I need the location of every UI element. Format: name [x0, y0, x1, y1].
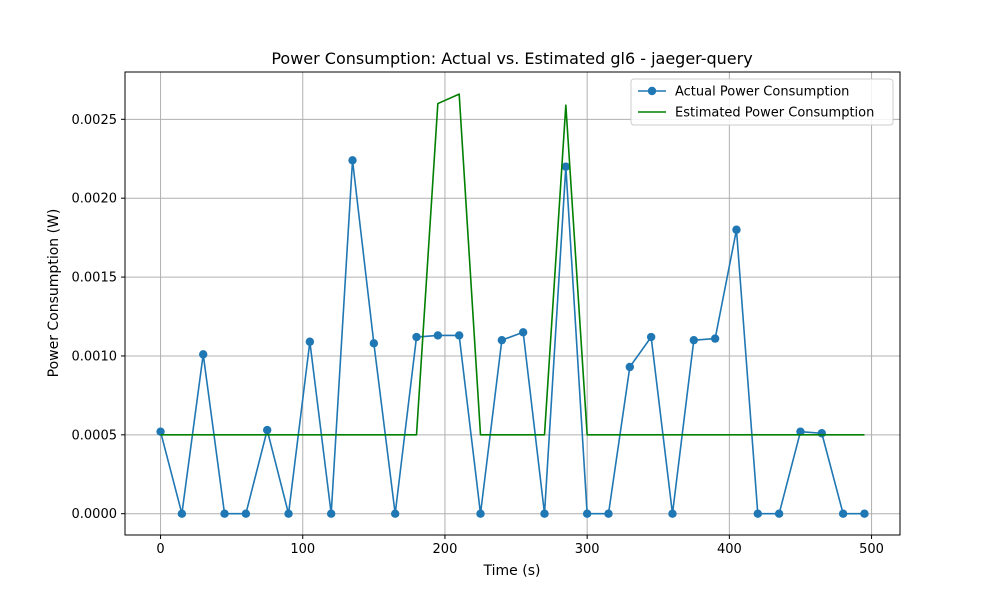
data-point: [326, 509, 336, 518]
x-axis-label: Time (s): [483, 563, 541, 579]
data-point: [518, 328, 528, 337]
x-axis: 0 100 200 300 400 500: [156, 535, 884, 557]
y-tick-label: 0.0010: [72, 349, 118, 364]
x-tick-label: 400: [717, 542, 742, 557]
data-point: [305, 337, 315, 346]
legend-label: Estimated Power Consumption: [675, 106, 874, 121]
legend-box: [630, 78, 894, 126]
data-point: [753, 509, 762, 518]
x-tick-label: 300: [575, 542, 600, 557]
data-point: [817, 429, 826, 438]
data-point: [284, 509, 293, 518]
data-point: [497, 335, 507, 345]
legend-marker: [647, 86, 657, 96]
data-point: [476, 509, 485, 518]
data-point: [199, 350, 208, 359]
x-tick-label: 500: [859, 542, 884, 557]
series-line-0: [159, 159, 865, 515]
x-tick-label: 200: [433, 542, 458, 557]
data-point: [156, 427, 165, 436]
data-point: [710, 334, 720, 343]
data-point: [838, 509, 848, 518]
legend-label: Actual Power Consumption: [675, 85, 849, 100]
data-point: [732, 225, 741, 234]
data-point: [412, 332, 421, 342]
y-tick-label: 0.0015: [72, 271, 118, 286]
y-tick-label: 0.0005: [72, 428, 118, 443]
x-tick-label: 0: [156, 542, 164, 557]
data-point: [348, 156, 357, 165]
data-point: [774, 509, 784, 518]
y-axis-label: Power Consumption (W): [46, 209, 62, 378]
plot-frame: [124, 71, 901, 536]
data-point: [390, 509, 400, 518]
data-point: [263, 425, 272, 435]
y-tick-label: 0.0020: [72, 192, 118, 207]
data-point: [241, 509, 251, 518]
data-point: [646, 332, 656, 342]
y-tick-label: 0.0000: [72, 507, 118, 522]
data-point: [860, 509, 869, 518]
y-axis: 0.0000 0.0005 0.0010 0.0015 0.0020 0.0025: [72, 113, 125, 522]
data-point: [220, 509, 229, 518]
data-point: [433, 331, 443, 340]
series-layer: [156, 93, 869, 518]
data-point: [689, 335, 699, 345]
y-tick-label: 0.0025: [72, 113, 118, 128]
data-point: [625, 362, 635, 372]
data-point: [454, 331, 464, 340]
data-point: [177, 509, 187, 518]
data-point: [604, 509, 613, 518]
data-point: [540, 509, 549, 518]
x-tick-label: 100: [290, 542, 315, 557]
data-point: [582, 509, 592, 518]
chart-title: Power Consumption: Actual vs. Estimated …: [271, 49, 752, 68]
data-point: [796, 427, 805, 436]
legend: Actual Power Consumption Estimated Power …: [630, 78, 894, 126]
data-point: [561, 162, 571, 171]
data-point: [668, 509, 677, 518]
data-point: [369, 339, 379, 348]
series-line-1: [160, 93, 865, 436]
